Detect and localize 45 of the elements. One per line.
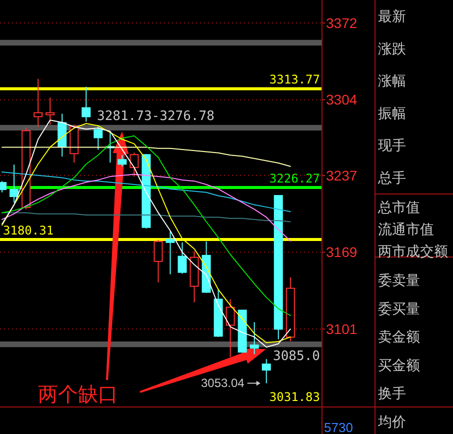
candlestick xyxy=(46,97,55,126)
text: 均价 xyxy=(377,414,406,430)
candlestick xyxy=(58,113,67,158)
text: 买金额 xyxy=(378,358,420,374)
candlestick xyxy=(166,230,175,275)
candlestick xyxy=(118,154,127,167)
candlestick xyxy=(178,242,187,274)
text: 最新 xyxy=(378,9,406,25)
ref-line-label: 3313.77 xyxy=(269,72,320,87)
text: 委买量 xyxy=(378,301,420,318)
text: 振幅 xyxy=(378,106,406,122)
ref-line-label: 3226.27 xyxy=(269,172,320,186)
y-tick-label: 3237 xyxy=(326,167,358,184)
candlestick xyxy=(226,298,235,358)
text: 总市值 xyxy=(377,200,420,216)
annotation: 3031.83 xyxy=(269,390,320,404)
y-tick-label: 3101 xyxy=(326,321,358,338)
text: 委卖量 xyxy=(378,273,420,289)
text: 两市成交额 xyxy=(378,244,448,260)
text: 涨幅 xyxy=(378,74,406,90)
candlestick xyxy=(94,126,103,150)
line-series xyxy=(2,212,291,222)
text: 现手 xyxy=(378,138,406,154)
annotation: 两个缺口 xyxy=(38,384,118,406)
y-tick-label: 3372 xyxy=(326,14,358,31)
candlestick xyxy=(34,78,43,128)
band-label: 3085.0 xyxy=(273,349,320,364)
y-tick-label: 3304 xyxy=(326,92,358,108)
text: 卖金额 xyxy=(378,330,420,346)
y-tick-label: 3169 xyxy=(326,244,358,260)
text: 换手 xyxy=(378,386,406,402)
text: 总手 xyxy=(377,170,406,186)
candlestick xyxy=(82,86,91,122)
line-series xyxy=(2,146,291,167)
ref-line-label: 3180.31 xyxy=(3,223,54,238)
text: 涨跌 xyxy=(378,41,406,58)
band-label: 3281.73-3276.78 xyxy=(97,108,214,124)
text: 5730 xyxy=(324,420,353,434)
candlestick xyxy=(130,152,139,178)
text: 流通市值 xyxy=(378,222,434,238)
candlestick xyxy=(262,358,271,384)
candlestick xyxy=(154,239,163,283)
candlestick xyxy=(10,164,19,204)
annotation: 3053.04 xyxy=(200,376,245,390)
candlestick xyxy=(250,322,259,355)
